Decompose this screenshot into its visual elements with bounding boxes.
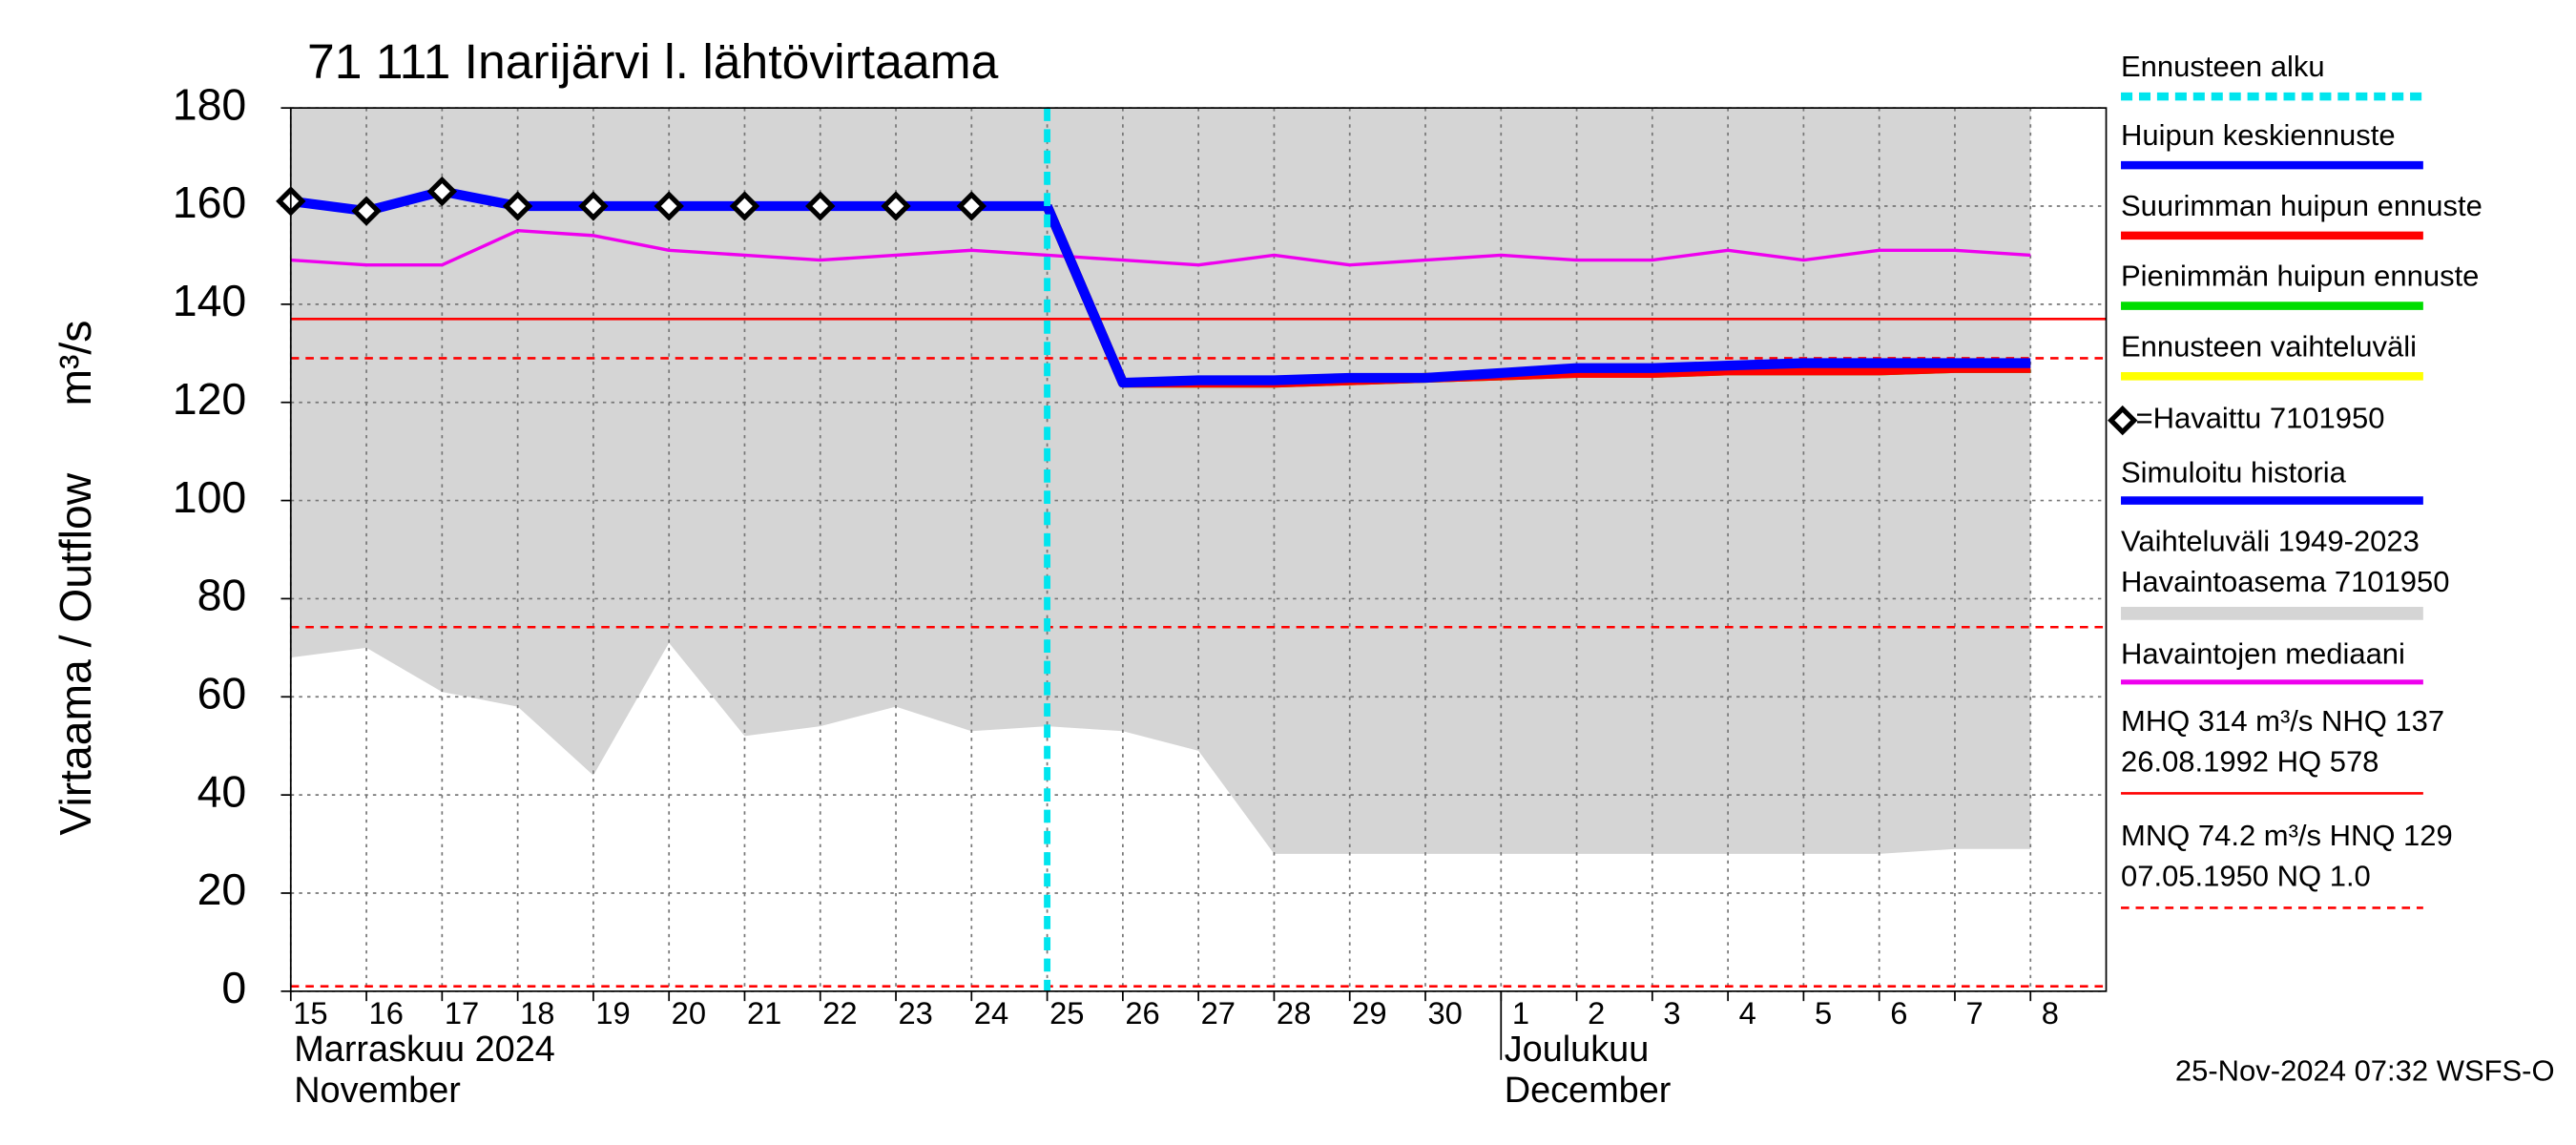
x-tick-label: 2	[1588, 995, 1605, 1030]
x-tick-label: 3	[1663, 995, 1680, 1030]
observed-point	[654, 191, 684, 221]
y-tick-label: 0	[221, 963, 246, 1012]
y-axis-label: Virtaama / Outflow	[51, 472, 100, 835]
x-tick-label: 15	[293, 995, 327, 1030]
legend-label: Ennusteen alku	[2121, 50, 2325, 83]
y-tick-label: 140	[173, 276, 247, 325]
legend-label: MHQ 314 m³/s NHQ 137	[2121, 704, 2444, 738]
x-tick-label: 17	[445, 995, 479, 1030]
legend-label: MNQ 74.2 m³/s HNQ 129	[2121, 819, 2453, 852]
y-tick-label: 40	[197, 766, 247, 816]
y-tick-label: 80	[197, 571, 247, 620]
x-tick-label: 19	[595, 995, 630, 1030]
x-tick-label: 16	[369, 995, 404, 1030]
x-tick-label: 29	[1352, 995, 1386, 1030]
x-tick-label: 6	[1890, 995, 1907, 1030]
x-tick-label: 1	[1512, 995, 1529, 1030]
legend-label: Pienimmän huipun ennuste	[2121, 260, 2479, 293]
y-tick-label: 100	[173, 472, 247, 522]
x-tick-label: 28	[1277, 995, 1311, 1030]
observed-point	[426, 176, 458, 207]
footer: 25-Nov-2024 07:32 WSFS-O	[2175, 1054, 2555, 1088]
legend-label: Simuloitu historia	[2121, 455, 2347, 489]
x-tick-label: 21	[747, 995, 781, 1030]
x-tick-label: 22	[822, 995, 857, 1030]
observed-point	[805, 191, 836, 221]
legend-label: Huipun keskiennuste	[2121, 118, 2396, 152]
month-label: November	[294, 1071, 461, 1111]
observed-point	[578, 191, 609, 221]
x-tick-label: 24	[974, 995, 1008, 1030]
legend-marker	[2108, 405, 2138, 436]
legend-label: Havaintojen mediaani	[2121, 637, 2405, 671]
x-tick-label: 4	[1739, 995, 1756, 1030]
legend-label: 07.05.1950 NQ 1.0	[2121, 860, 2371, 893]
legend-label: Havaintoasema 7101950	[2121, 565, 2449, 598]
legend-label: =Havaittu 7101950	[2136, 402, 2385, 435]
x-tick-label: 25	[1049, 995, 1084, 1030]
x-tick-label: 26	[1125, 995, 1159, 1030]
legend-label: Suurimman huipun ennuste	[2121, 189, 2483, 222]
month-label: December	[1505, 1071, 1672, 1111]
y-tick-label: 180	[173, 79, 247, 129]
x-tick-label: 30	[1427, 995, 1462, 1030]
legend-label: Vaihteluväli 1949-2023	[2121, 524, 2420, 557]
series-line	[1042, 203, 2031, 388]
x-tick-label: 7	[1966, 995, 1984, 1030]
observed-point	[881, 191, 911, 221]
y-axis-unit: m³/s	[51, 321, 100, 406]
x-tick-label: 18	[520, 995, 554, 1030]
x-tick-label: 23	[899, 995, 933, 1030]
observed-point	[956, 191, 987, 221]
observed-point	[729, 191, 760, 221]
x-tick-label: 5	[1815, 995, 1832, 1030]
y-tick-label: 160	[173, 177, 247, 227]
observed-point	[502, 191, 533, 221]
y-tick-label: 120	[173, 374, 247, 424]
x-tick-label: 20	[672, 995, 706, 1030]
legend-label: 26.08.1992 HQ 578	[2121, 745, 2379, 779]
month-label: Joulukuu	[1505, 1030, 1650, 1070]
chart-title: 71 111 Inarijärvi l. lähtövirtaama	[307, 33, 999, 89]
y-tick-label: 20	[197, 864, 247, 914]
observed-point	[351, 196, 382, 226]
plot-frame	[289, 107, 2108, 992]
month-label: Marraskuu 2024	[294, 1030, 555, 1070]
x-tick-label: 27	[1201, 995, 1236, 1030]
legend-label: Ennusteen vaihteluväli	[2121, 329, 2417, 363]
series-line	[290, 228, 2031, 267]
range-band	[290, 108, 2031, 854]
y-tick-label: 60	[197, 669, 247, 718]
x-tick-label: 8	[2042, 995, 2059, 1030]
